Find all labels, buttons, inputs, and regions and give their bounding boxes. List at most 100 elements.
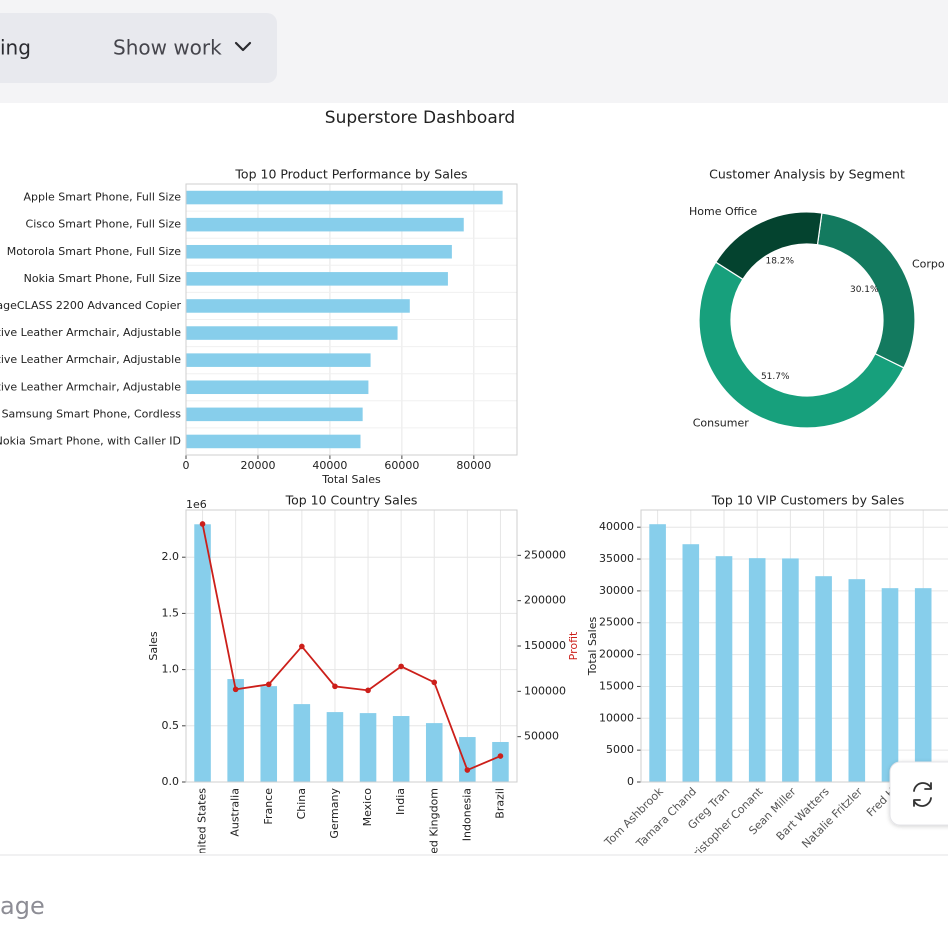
wedge-value-label: 51.7% (761, 372, 790, 382)
x-tick-label: ted Kingdom (427, 788, 440, 858)
bar (715, 556, 733, 782)
x-tick-label: 80000 (456, 459, 491, 472)
y-tick-label: 25000 (599, 616, 634, 629)
chart-title: Top 10 Product Performance by Sales (234, 167, 467, 182)
x-tick-label: China (295, 788, 308, 819)
bar (782, 558, 799, 782)
line-point (497, 753, 504, 759)
x-tick-label: 60000 (384, 459, 419, 472)
x-tick-label: Natalie Fritzler (799, 785, 865, 851)
axes-frame (185, 183, 518, 456)
line-series (201, 523, 501, 772)
y-tick-label: Apple Smart Phone, Full Size (23, 191, 181, 204)
bar (186, 380, 369, 395)
chart-title: Customer Analysis by Segment (709, 167, 905, 182)
bar (815, 576, 832, 782)
pie-wedge (698, 261, 905, 429)
line-point (365, 687, 371, 694)
refresh-button[interactable] (889, 761, 948, 826)
x-tick-label: Mexico (361, 788, 374, 827)
bar (227, 679, 244, 782)
bar (186, 326, 398, 340)
wedge-label: Corpo (912, 257, 945, 270)
line-point (265, 681, 272, 688)
bar (848, 579, 866, 782)
bar (649, 524, 666, 782)
refresh-icon-arrows[interactable] (913, 782, 932, 807)
y-tick-label: Samsung Smart Phone, Cordless (2, 407, 182, 420)
y-tick-label: Nokia Smart Phone, with Caller ID (0, 434, 181, 447)
x-tick-label: 0 (183, 459, 190, 472)
bar (186, 272, 448, 286)
y-tick-label: 40000 (599, 520, 634, 533)
chevron-icon[interactable] (234, 41, 252, 52)
bar (260, 686, 278, 782)
thinking-toggle[interactable] (0, 13, 277, 83)
bar (186, 299, 410, 313)
y-tick-label: 30000 (599, 584, 634, 597)
y-tick-label: 0.0 (162, 775, 180, 788)
line-point (464, 767, 471, 773)
bar (293, 704, 311, 782)
bar (748, 558, 766, 782)
y2-tick-label: 250000 (524, 548, 566, 561)
dashboard: Superstore Dashboard Top 10 Product Perf… (0, 108, 948, 858)
y2-tick-label: 50000 (524, 730, 559, 743)
y-tick-label: 35000 (599, 552, 634, 565)
y2-tick-label: 200000 (524, 594, 566, 607)
y-axis-label: Sales (147, 631, 160, 661)
y2-axis-label: Profit (567, 631, 580, 660)
y-axis-label: Total Sales (586, 617, 599, 677)
dashboard-title: Superstore Dashboard (325, 108, 515, 128)
y-tick-label: Cisco Smart Phone, Full Size (26, 218, 182, 231)
y-tick-label: 1.5 (162, 606, 180, 619)
chart-title: Top 10 Country Sales (285, 493, 418, 508)
bar (682, 544, 700, 782)
refresh-icon[interactable] (913, 782, 932, 807)
x-tick-label: nited States (196, 788, 209, 855)
y-tick-label: ageCLASS 2200 Advanced Copier (0, 299, 181, 312)
bar (359, 713, 377, 782)
y-tick-label: 2.0 (162, 550, 180, 563)
axes-frame (185, 509, 518, 783)
bar (459, 737, 476, 782)
bar (425, 723, 443, 782)
bar (914, 588, 932, 782)
x-tick-label: France (262, 788, 275, 825)
line-point (299, 643, 305, 650)
show-work-label[interactable]: Show work (113, 36, 222, 60)
line-point (431, 679, 438, 686)
y-tick-label: 5000 (606, 743, 634, 756)
y-tick-label: 10000 (599, 711, 634, 724)
y-tick-label: 1.0 (162, 663, 180, 676)
x-axis-label: Total Sales (321, 473, 381, 486)
x-tick-label: Australia (229, 788, 242, 837)
bar (194, 524, 211, 782)
bar (186, 190, 503, 205)
y2-tick-label: 150000 (524, 639, 566, 652)
y-offset-label: 1e6 (186, 498, 207, 511)
wedge-label: Consumer (693, 417, 750, 430)
thinking-label: ing (0, 36, 31, 60)
line-point (332, 683, 338, 690)
bar (881, 588, 899, 782)
bar (186, 353, 371, 367)
axes-frame (640, 509, 948, 783)
bar (186, 217, 464, 232)
y-tick-label: Nokia Smart Phone, Full Size (24, 272, 182, 285)
line-point (398, 663, 404, 670)
bar (492, 741, 509, 782)
y-tick-label: 20000 (599, 648, 634, 661)
message-input[interactable]: age (0, 892, 45, 920)
refresh-button-bg[interactable] (889, 761, 948, 826)
x-tick-label: Indonesia (460, 788, 473, 841)
x-tick-label: India (394, 788, 407, 815)
chart-title: Top 10 VIP Customers by Sales (711, 493, 904, 508)
pie-wedge (714, 211, 823, 281)
bar (392, 716, 410, 782)
y-tick-label: tive Leather Armchair, Adjustable (0, 326, 181, 339)
y-tick-label: 0 (627, 775, 634, 788)
y-tick-label: tive Leather Armchair, Adjustable (0, 380, 181, 393)
